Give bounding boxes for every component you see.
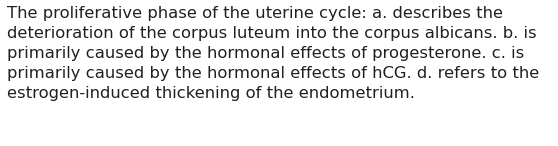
Text: The proliferative phase of the uterine cycle: a. describes the
deterioration of : The proliferative phase of the uterine c… [7,6,540,101]
